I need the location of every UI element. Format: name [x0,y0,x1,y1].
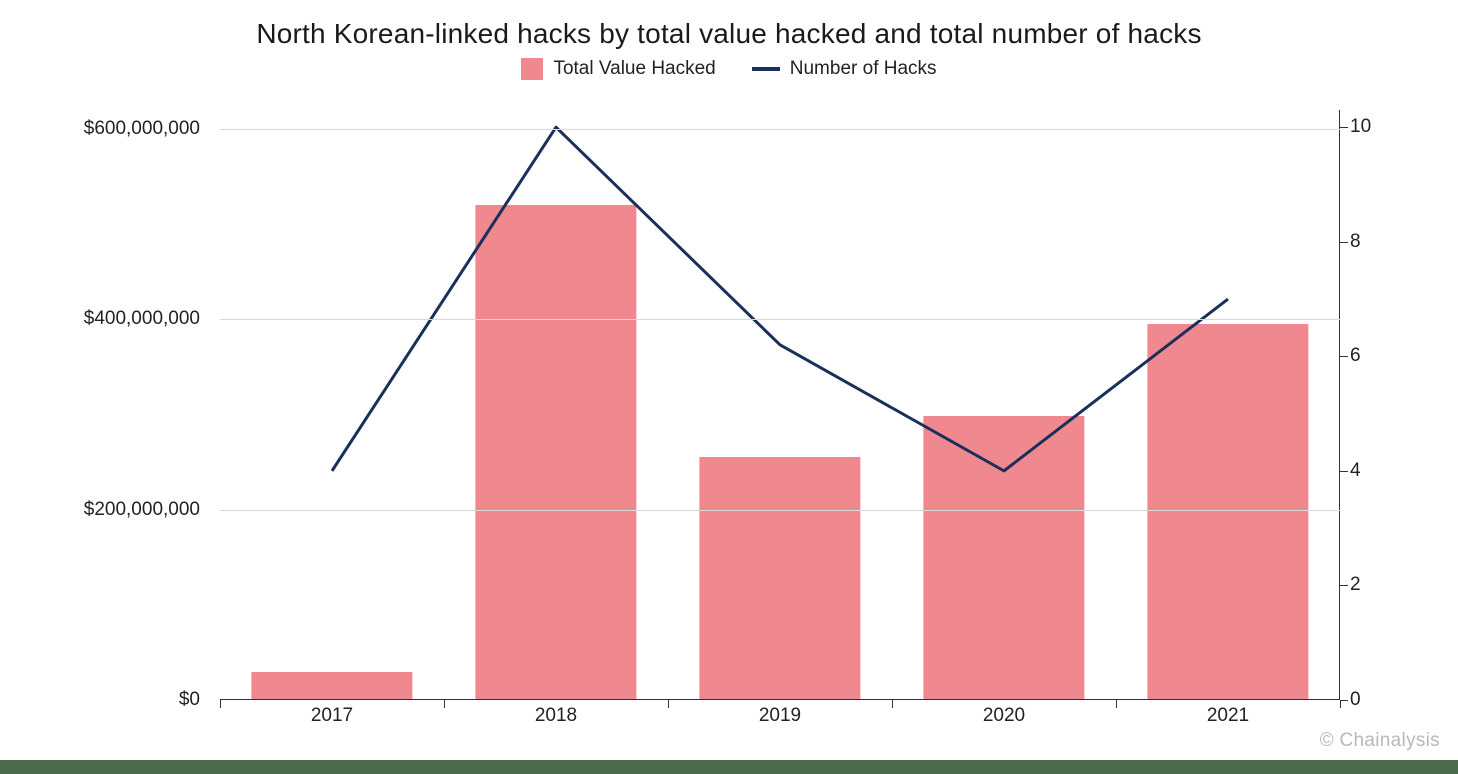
gridline [220,319,1340,320]
y-left-tick-label: $400,000,000 [70,308,200,330]
legend-item-line: Number of Hacks [752,58,937,80]
y-right-tick-label: 10 [1350,116,1371,138]
legend-swatch-bar-icon [521,58,543,80]
gridline [220,129,1340,130]
bar-slot [892,110,1116,700]
bar [475,205,636,700]
chart-container: North Korean-linked hacks by total value… [0,0,1458,774]
bars-layer [220,110,1340,700]
y-right-tick-label: 2 [1350,574,1361,596]
y-left-tick-label: $600,000,000 [70,118,200,140]
bar-slot [220,110,444,700]
legend-swatch-line-icon [752,67,780,71]
y-right-tick-label: 8 [1350,231,1361,253]
x-tick-label: 2018 [444,705,668,735]
y-right-tick [1340,700,1348,701]
x-tick-label: 2020 [892,705,1116,735]
legend-label-line: Number of Hacks [790,58,937,80]
bar [699,457,860,700]
bar-slot [668,110,892,700]
legend: Total Value Hacked Number of Hacks [0,58,1458,94]
gridline [220,510,1340,511]
bar-slot [1116,110,1340,700]
bar-slot [444,110,668,700]
bar [251,672,412,700]
x-axis-labels: 20172018201920202021 [220,705,1340,735]
bar [923,416,1084,700]
chart-title: North Korean-linked hacks by total value… [0,0,1458,58]
x-axis-line [220,699,1340,701]
plot-wrap: $0$200,000,000$400,000,000$600,000,000 0… [70,110,1390,700]
y-right-axis-labels: 0246810 [1340,110,1390,700]
y-left-tick-label: $0 [70,689,200,711]
x-tick [1340,700,1341,708]
bar [1147,324,1308,700]
plot-area [220,110,1340,700]
y-right-tick-label: 4 [1350,460,1361,482]
legend-item-bars: Total Value Hacked [521,58,715,80]
footer-bar [0,760,1458,774]
x-tick-label: 2017 [220,705,444,735]
y-left-tick-label: $200,000,000 [70,499,200,521]
y-left-axis-labels: $0$200,000,000$400,000,000$600,000,000 [70,110,210,700]
legend-label-bars: Total Value Hacked [553,58,715,80]
x-tick-label: 2019 [668,705,892,735]
watermark: © Chainalysis [1320,730,1440,752]
y-right-tick-label: 0 [1350,689,1361,711]
x-tick-label: 2021 [1116,705,1340,735]
y-right-tick-label: 6 [1350,345,1361,367]
